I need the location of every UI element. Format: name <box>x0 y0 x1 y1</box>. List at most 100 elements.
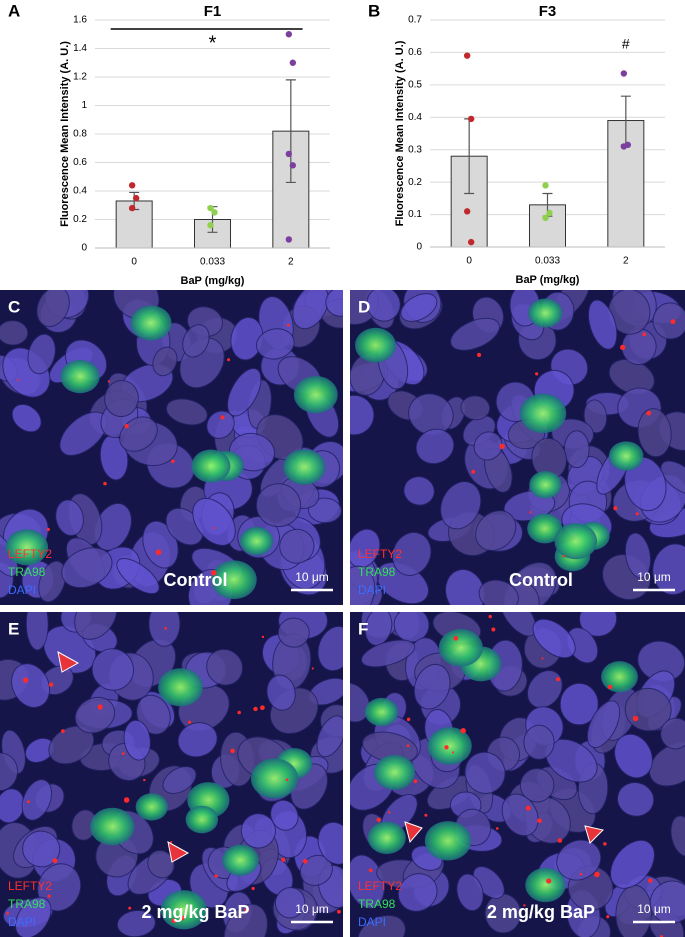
tra98-cell <box>355 327 396 363</box>
tra98-cell <box>527 513 563 544</box>
nucleus <box>364 612 393 646</box>
nucleus <box>274 887 306 919</box>
nucleus <box>182 324 210 358</box>
nucleus <box>350 394 375 436</box>
nucleus <box>586 700 621 749</box>
tra98-cell <box>427 727 472 765</box>
nucleus <box>316 715 343 758</box>
tra98-cell <box>424 821 472 861</box>
nucleus <box>579 612 618 637</box>
nucleus <box>266 674 296 711</box>
nucleus <box>456 873 484 912</box>
nucleus <box>240 813 276 849</box>
nucleus <box>366 290 401 322</box>
annotation: # <box>622 36 630 52</box>
y-tick-label: 1.4 <box>73 43 87 54</box>
nucleus <box>116 558 160 595</box>
tra98-cell <box>239 526 274 556</box>
lefty2-speck <box>525 805 531 811</box>
lefty2-speck <box>603 842 607 846</box>
nucleus <box>360 639 416 668</box>
nucleus <box>104 380 139 418</box>
nucleus <box>123 719 151 761</box>
tra98-cell <box>283 449 326 485</box>
y-axis-label: Fluorescence Mean Intensity (A. U.) <box>394 40 406 226</box>
data-point <box>542 214 549 222</box>
lefty2-speck <box>491 627 496 632</box>
lefty2-speck <box>171 918 177 924</box>
y-tick-label: 0.1 <box>408 209 422 220</box>
data-point <box>620 143 628 150</box>
nucleus <box>473 431 503 461</box>
lefty2-speck <box>376 817 381 822</box>
nucleus <box>460 395 491 421</box>
data-point <box>285 150 293 158</box>
nucleus <box>400 293 438 322</box>
lefty2-speck <box>477 352 482 357</box>
lefty2-speck <box>261 635 265 639</box>
data-point <box>285 236 293 243</box>
tra98-cell <box>529 471 562 499</box>
y-tick-label: 0.6 <box>73 157 87 168</box>
lefty2-speck <box>237 710 241 715</box>
nucleus <box>440 481 482 530</box>
nucleus <box>649 880 685 924</box>
data-point <box>467 238 475 246</box>
nucleus <box>307 497 342 524</box>
x-tick-label: 2 <box>288 257 294 268</box>
nucleus <box>292 290 329 330</box>
nucleus <box>223 903 268 937</box>
tra98-cell <box>135 793 168 821</box>
tra98-cell <box>158 668 203 707</box>
lefty2-speck <box>613 506 618 511</box>
lefty2-speck <box>6 911 9 915</box>
x-axis-label: BaP (mg/kg) <box>516 274 580 286</box>
nucleus <box>165 398 208 426</box>
lefty2-speck <box>555 677 561 682</box>
y-tick-label: 0.8 <box>73 129 87 140</box>
nucleus <box>119 416 158 452</box>
data-point <box>542 182 549 189</box>
scale-label: 10 μm <box>637 570 671 584</box>
nucleus <box>27 333 56 375</box>
nucleus <box>624 532 652 579</box>
data-point <box>467 115 475 123</box>
lefty2-speck <box>646 410 652 416</box>
scale-label: 10 μm <box>295 902 329 916</box>
nucleus <box>556 839 602 881</box>
arrowhead <box>57 651 80 673</box>
micrograph <box>0 290 343 605</box>
lefty2-speck <box>453 635 459 641</box>
data-point <box>211 209 218 216</box>
nucleus <box>637 408 672 458</box>
nucleus <box>350 565 376 605</box>
scale-label: 10 μm <box>637 902 671 916</box>
x-tick-label: 2 <box>623 256 629 267</box>
nucleus <box>403 476 435 506</box>
nucleus <box>616 781 655 817</box>
nucleus <box>415 428 455 465</box>
condition-caption: 2 mg/kg BaP <box>141 902 249 922</box>
lefty2-speck <box>48 682 54 687</box>
nucleus <box>464 751 506 794</box>
nucleus <box>325 290 343 317</box>
data-point <box>463 52 471 59</box>
lefty2-speck <box>155 549 162 555</box>
nucleus <box>11 403 42 433</box>
lefty2-speck <box>286 323 290 327</box>
y-tick-label: 0.2 <box>408 177 422 188</box>
arrowhead <box>167 841 190 863</box>
y-tick-label: 0 <box>416 242 422 253</box>
data-point <box>620 70 628 77</box>
lefty2-speck <box>230 748 235 754</box>
nucleus <box>526 669 563 709</box>
nucleus <box>74 612 118 640</box>
y-axis-label: Fluorescence Mean Intensity (A. U.) <box>59 41 71 227</box>
lefty2-speck <box>388 811 391 814</box>
lefty2-speck <box>648 878 653 883</box>
channel-legend: DAPI <box>8 583 36 597</box>
nucleus <box>317 821 343 865</box>
tra98-cell <box>438 628 483 667</box>
tra98-cell <box>130 305 172 341</box>
lefty2-speck <box>107 380 110 383</box>
